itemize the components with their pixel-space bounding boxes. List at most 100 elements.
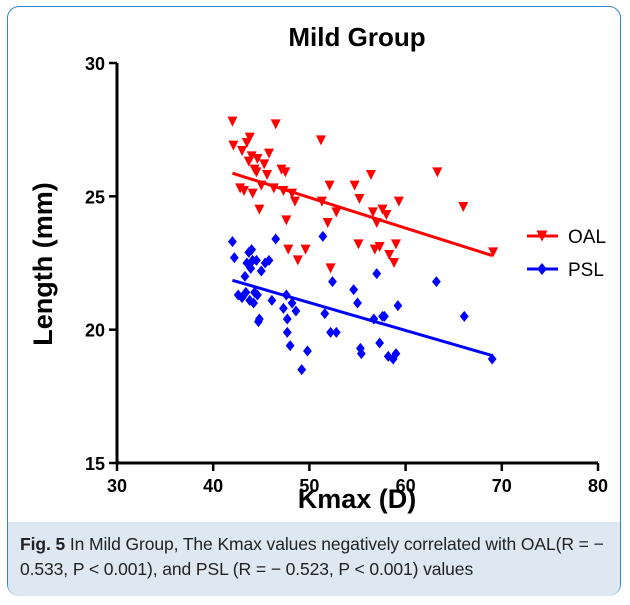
psl-data-point	[326, 326, 335, 338]
legend-label-psl: PSL	[568, 260, 604, 281]
oal-data-point	[262, 170, 273, 180]
psl-data-point	[282, 313, 292, 325]
oal-data-point	[235, 183, 246, 194]
psl-data-point	[264, 254, 274, 266]
psl-data-point	[256, 265, 266, 277]
psl-data-point	[320, 308, 330, 320]
psl-data-point	[291, 305, 301, 317]
psl-fit-line	[232, 278, 493, 357]
oal-data-point	[488, 247, 499, 258]
y-tick-label: 30	[85, 54, 105, 74]
oal-data-point	[322, 218, 333, 228]
y-tick-label: 20	[85, 321, 105, 341]
x-tick-label: 80	[588, 476, 608, 496]
psl-data-point	[252, 254, 261, 266]
oal-data-point	[289, 196, 300, 207]
oal-data-point	[377, 204, 388, 215]
psl-data-point	[240, 270, 250, 282]
psl-data-point	[267, 294, 277, 306]
oal-data-point	[259, 159, 270, 170]
psl-data-point	[431, 276, 441, 288]
legend-label-oal: OAL	[568, 227, 606, 248]
psl-data-point	[459, 310, 469, 322]
psl-data-point	[271, 233, 281, 245]
caption-text: In Mild Group, The Kmax values negativel…	[20, 534, 604, 579]
caption-label: Fig. 5	[20, 534, 66, 554]
oal-data-point	[237, 146, 248, 156]
oal-data-point	[389, 258, 400, 268]
oal-data-point	[432, 167, 443, 178]
legend-marker-psl	[537, 262, 547, 276]
psl-data-point	[247, 244, 257, 256]
oal-data-point	[371, 218, 382, 228]
psl-data-point	[281, 289, 291, 301]
psl-data-point	[380, 310, 389, 322]
psl-data-point	[237, 292, 247, 304]
y-tick-label: 25	[85, 187, 105, 207]
psl-data-point	[282, 326, 292, 338]
oal-data-point	[292, 255, 303, 266]
oal-data-point	[315, 135, 326, 146]
oal-data-point	[238, 186, 249, 196]
psl-data-point	[303, 345, 312, 357]
oal-data-point	[365, 170, 376, 180]
figure-frame	[7, 6, 621, 596]
psl-data-point	[391, 348, 401, 360]
oal-data-point	[227, 116, 238, 127]
psl-data-point	[353, 297, 362, 309]
psl-data-point	[318, 230, 328, 242]
psl-data-point	[383, 350, 393, 362]
oal-data-point	[283, 244, 294, 255]
oal-data-point	[268, 183, 279, 194]
oal-data-point	[325, 263, 336, 274]
legend-marker-oal	[536, 230, 548, 242]
oal-data-point	[390, 239, 401, 250]
caption-box	[8, 522, 620, 596]
psl-data-point	[331, 326, 341, 338]
psl-data-point	[369, 313, 379, 325]
oal-data-point	[280, 167, 291, 178]
oal-data-point	[287, 188, 298, 199]
psl-data-point	[393, 300, 403, 312]
psl-data-point	[297, 364, 307, 376]
oal-data-point	[353, 239, 364, 250]
oal-data-point	[324, 180, 335, 191]
oal-data-point	[393, 196, 404, 207]
y-axis-label: Length (mm)	[28, 182, 58, 345]
oal-data-point	[244, 132, 255, 143]
psl-data-point	[388, 353, 398, 365]
oal-data-point	[256, 180, 267, 191]
x-tick-label: 60	[396, 476, 416, 496]
oal-data-point	[228, 140, 239, 151]
psl-data-point	[285, 340, 295, 352]
psl-data-point	[356, 348, 366, 360]
psl-data-point	[287, 297, 297, 309]
psl-data-point	[245, 294, 255, 306]
oal-data-point	[354, 194, 365, 204]
psl-data-point	[349, 284, 359, 296]
psl-data-point	[229, 252, 239, 264]
x-tick-label: 30	[107, 476, 127, 496]
psl-data-point	[241, 286, 251, 298]
psl-data-point	[375, 337, 385, 349]
oal-data-point	[300, 244, 311, 255]
oal-data-point	[247, 188, 258, 199]
x-tick-label: 70	[492, 476, 512, 496]
psl-data-point	[279, 302, 288, 314]
psl-data-point	[372, 268, 382, 280]
x-tick-label: 40	[203, 476, 223, 496]
oal-data-point	[270, 119, 281, 130]
oal-data-point	[367, 207, 378, 218]
oal-data-point	[281, 215, 292, 226]
oal-data-point	[252, 154, 263, 164]
chart: Mild Group Length (mm) Kmax (D) 30 40 50 60…	[28, 22, 608, 514]
oal-data-point	[331, 207, 342, 218]
oal-data-point	[263, 148, 274, 159]
oal-data-point	[374, 242, 385, 252]
oal-data-point	[278, 186, 289, 196]
psl-data-point	[487, 353, 497, 365]
oal-data-point	[384, 250, 395, 260]
oal-data-point	[381, 210, 392, 220]
oal-data-point	[251, 167, 262, 178]
oal-data-point	[246, 151, 257, 162]
